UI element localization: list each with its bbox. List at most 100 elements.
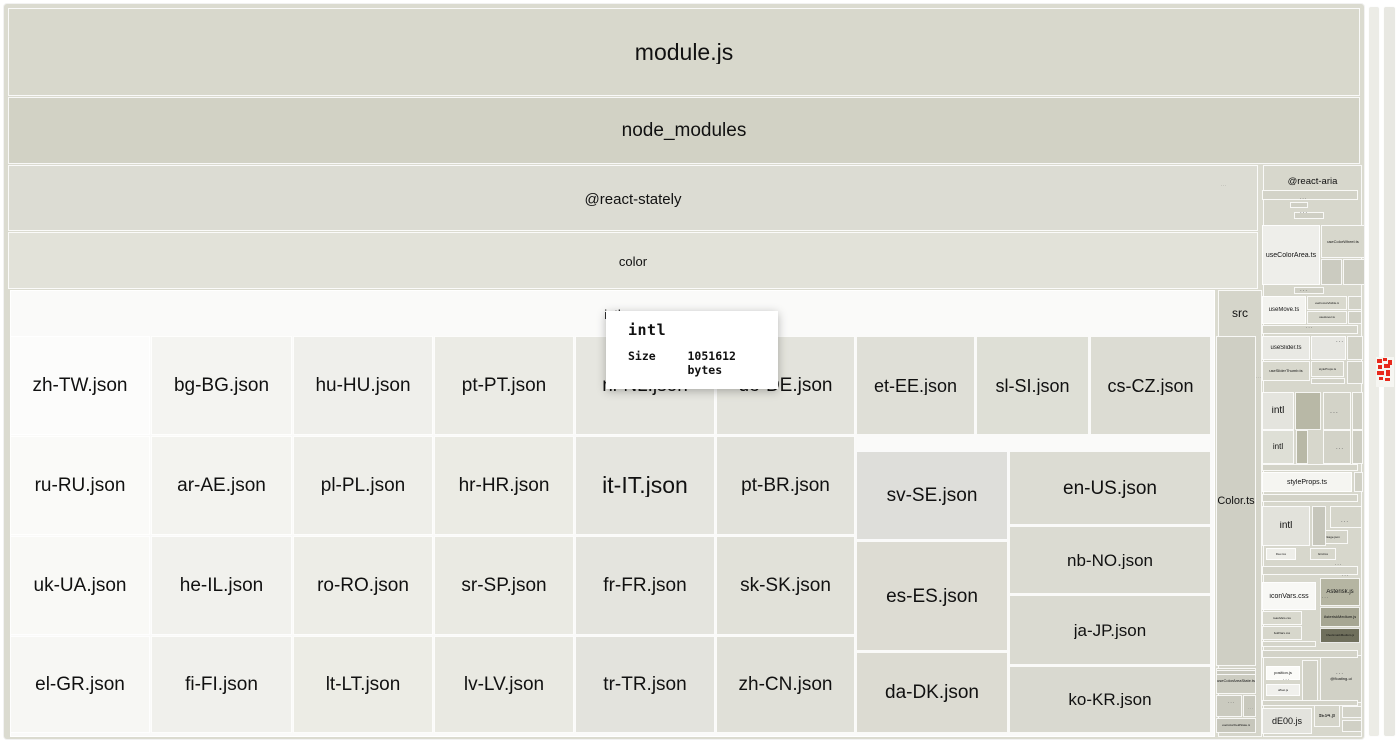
treemap-cell-intl-file[interactable]: hr-HR.json bbox=[434, 436, 574, 535]
treemap-cell-intl-file[interactable]: hu-HU.json bbox=[293, 336, 433, 435]
treemap-cell-intl-file[interactable]: ja-JP.json bbox=[1009, 595, 1211, 665]
treemap-cell-micro[interactable] bbox=[1312, 506, 1326, 546]
treemap-cell-react-aria[interactable]: useFocusVisible.ts bbox=[1307, 296, 1347, 310]
treemap-cell-micro[interactable] bbox=[1262, 650, 1358, 658]
treemap-cell-micro[interactable] bbox=[1262, 190, 1358, 200]
treemap-cell-micro[interactable] bbox=[1294, 212, 1324, 219]
treemap-cell-intl-file[interactable]: et-EE.json bbox=[856, 336, 975, 435]
treemap-cell-intl-file[interactable]: zh-CN.json bbox=[716, 636, 855, 733]
treemap-cell-react-aria[interactable]: styleProps.ts bbox=[1311, 361, 1344, 377]
treemap-cell-micro[interactable] bbox=[1216, 670, 1256, 675]
treemap-cell-micro[interactable] bbox=[1354, 472, 1363, 492]
treemap-cell-intl-file[interactable]: sl-SI.json bbox=[976, 336, 1089, 435]
treemap-cell-react-aria[interactable]: dE94.js bbox=[1314, 705, 1340, 727]
treemap-cell-src[interactable]: Color.ts bbox=[1216, 336, 1256, 666]
treemap-cell-react-aria[interactable]: AsteriskMedium.js bbox=[1320, 607, 1360, 627]
treemap-cell-react-aria[interactable]: styleProps.ts bbox=[1262, 472, 1352, 492]
treemap-cell-react-aria[interactable]: intl bbox=[1262, 392, 1294, 430]
treemap-cell-intl-file[interactable]: he-IL.json bbox=[151, 536, 292, 635]
treemap-root-frame[interactable]: module.js node_modules @react-stately co… bbox=[4, 4, 1364, 739]
treemap-cell-react-aria[interactable]: Asterisk.js bbox=[1320, 578, 1360, 606]
treemap-cell-intl-file[interactable]: bg-BG.json bbox=[151, 336, 292, 435]
treemap-cell-micro[interactable] bbox=[1311, 378, 1345, 384]
treemap-cell-intl-file[interactable]: nl-NL.json bbox=[575, 336, 715, 435]
treemap-cell-intl-file[interactable]: lt-LT.json bbox=[293, 636, 433, 733]
treemap-cell-intl-file[interactable]: pt-BR.json bbox=[716, 436, 855, 535]
treemap-cell-react-aria[interactable]: useColorArea.ts bbox=[1262, 225, 1320, 285]
treemap-cell-src[interactable] bbox=[1243, 695, 1256, 717]
treemap-cell-micro[interactable] bbox=[1296, 430, 1308, 464]
treemap-cell-react-aria[interactable]: dE00.js bbox=[1262, 708, 1312, 734]
treemap-cell-micro[interactable] bbox=[1295, 392, 1321, 430]
treemap-cell-micro[interactable] bbox=[1352, 430, 1363, 464]
treemap-cell-react-aria[interactable]: offset.js bbox=[1266, 684, 1300, 696]
treemap-cell-micro[interactable] bbox=[1323, 392, 1351, 430]
treemap-cell-intl-file[interactable]: lv-LV.json bbox=[434, 636, 574, 733]
treemap-cell-react-aria[interactable]: @floating-ui bbox=[1320, 655, 1362, 703]
treemap-cell-react-aria[interactable]: useHover.ts bbox=[1307, 311, 1347, 324]
treemap-cell-micro[interactable] bbox=[1302, 660, 1318, 704]
treemap-cell-intl-file[interactable]: el-GR.json bbox=[10, 636, 150, 733]
treemap-cell-intl-file[interactable]: ko-KR.json bbox=[1009, 666, 1211, 733]
treemap-cell-intl-file[interactable]: pt-PT.json bbox=[434, 336, 574, 435]
treemap-cell-intl-file[interactable]: pl-PL.json bbox=[293, 436, 433, 535]
treemap-cell-react-aria[interactable]: useSliderThumb.ts bbox=[1262, 361, 1310, 381]
treemap-cell-react-aria[interactable]: Flex.tsx bbox=[1266, 548, 1296, 560]
treemap-cell-intl-file[interactable]: tr-TR.json bbox=[575, 636, 715, 733]
treemap-cell-src[interactable]: useColorFieldState.ts bbox=[1216, 718, 1256, 733]
treemap-cell-micro[interactable] bbox=[1262, 464, 1358, 471]
treemap-cell-micro[interactable] bbox=[1262, 566, 1358, 575]
treemap-header-module-js[interactable]: module.js bbox=[8, 8, 1360, 96]
treemap-cell-intl-file[interactable]: de-DE.json bbox=[716, 336, 855, 435]
treemap-cell-intl-file[interactable]: fi-FI.json bbox=[151, 636, 292, 733]
treemap-cell-intl-file[interactable]: sk-SK.json bbox=[716, 536, 855, 635]
treemap-cell-react-aria[interactable]: fieldVars.css bbox=[1262, 626, 1302, 640]
treemap-cell-micro[interactable] bbox=[1347, 336, 1363, 360]
treemap-cell-react-aria[interactable]: CheckmarkMedium.js bbox=[1320, 628, 1360, 643]
treemap-cell-micro[interactable] bbox=[1342, 706, 1362, 718]
treemap-cell-micro[interactable] bbox=[1262, 494, 1358, 502]
treemap-cell-micro[interactable] bbox=[1348, 311, 1362, 324]
treemap-cell-react-aria[interactable]: Grid.tsx bbox=[1310, 548, 1336, 560]
treemap-cell-intl-file[interactable]: nb-NO.json bbox=[1009, 526, 1211, 594]
treemap-cell-react-aria[interactable]: intl bbox=[1262, 430, 1294, 464]
treemap-cell-src[interactable] bbox=[1216, 695, 1242, 717]
treemap-cell-micro[interactable] bbox=[1330, 506, 1362, 528]
treemap-cell-micro[interactable] bbox=[1262, 641, 1316, 647]
treemap-cell-intl-file[interactable]: es-ES.json bbox=[856, 541, 1008, 651]
treemap-cell-react-aria[interactable]: toastVars.css bbox=[1262, 611, 1302, 625]
treemap-cell-micro[interactable] bbox=[1290, 202, 1308, 208]
treemap-cell-micro[interactable] bbox=[1262, 700, 1358, 706]
treemap-cell-react-aria[interactable]: useMove.ts bbox=[1262, 296, 1306, 324]
treemap-cell-intl-file[interactable]: ru-RU.json bbox=[10, 436, 150, 535]
treemap-cell-intl-file[interactable]: da-DK.json bbox=[856, 652, 1008, 733]
treemap-cell-micro[interactable] bbox=[1323, 430, 1351, 464]
treemap-cell-micro[interactable] bbox=[1343, 259, 1364, 285]
treemap-cell-intl-file[interactable]: sv-SE.json bbox=[856, 451, 1008, 540]
treemap-cell-intl-file[interactable]: it-IT.json bbox=[575, 436, 715, 535]
treemap-cell-intl-file[interactable]: ro-RO.json bbox=[293, 536, 433, 635]
treemap-cell-intl-file[interactable]: sr-SP.json bbox=[434, 536, 574, 635]
treemap-highlight-fragment[interactable] bbox=[1376, 357, 1394, 387]
treemap-cell-intl-file[interactable]: en-US.json bbox=[1009, 451, 1211, 525]
treemap-cell-intl-file[interactable]: ar-AE.json bbox=[151, 436, 292, 535]
treemap-cell-react-aria[interactable]: iconVars.css bbox=[1262, 582, 1316, 610]
treemap-cell-react-aria[interactable]: useColorWheel.ts bbox=[1321, 225, 1364, 258]
treemap-cell-micro[interactable] bbox=[1342, 720, 1362, 732]
treemap-cell-intl-file[interactable]: cs-CZ.json bbox=[1090, 336, 1211, 435]
treemap-cell-react-aria[interactable]: useSlider.ts bbox=[1262, 336, 1310, 360]
treemap-cell-micro[interactable] bbox=[1347, 361, 1363, 384]
treemap-cell-micro[interactable] bbox=[1352, 392, 1363, 430]
treemap-cell-micro[interactable] bbox=[1262, 325, 1358, 334]
treemap-cell-micro[interactable] bbox=[1294, 287, 1324, 294]
treemap-header-react-stately[interactable]: @react-stately bbox=[8, 165, 1258, 231]
treemap-cell-micro[interactable] bbox=[1311, 336, 1346, 360]
treemap-header-color[interactable]: color bbox=[8, 232, 1258, 289]
treemap-cell-micro[interactable] bbox=[1321, 259, 1342, 285]
treemap-cell-micro[interactable] bbox=[1348, 296, 1362, 310]
treemap-cell-intl-file[interactable]: uk-UA.json bbox=[10, 536, 150, 635]
treemap-header-node-modules[interactable]: node_modules bbox=[8, 97, 1360, 164]
treemap-cell-react-aria[interactable]: intl bbox=[1262, 506, 1310, 546]
treemap-cell-intl-file[interactable]: fr-FR.json bbox=[575, 536, 715, 635]
treemap-cell-intl-file[interactable]: zh-TW.json bbox=[10, 336, 150, 435]
